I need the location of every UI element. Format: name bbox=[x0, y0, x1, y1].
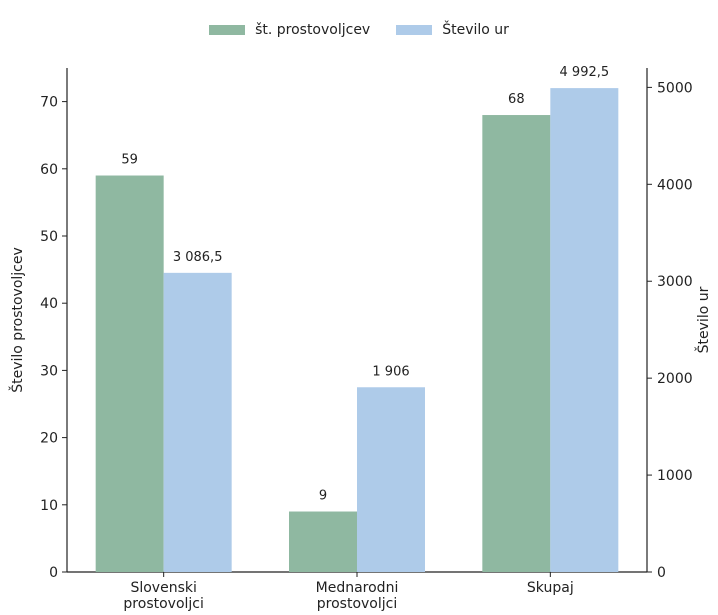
bar-volunteers bbox=[482, 115, 551, 572]
legend-label-volunteers: št. prostovoljcev bbox=[255, 22, 371, 38]
bar-hours bbox=[163, 272, 232, 572]
right-axis-title: Število ur bbox=[694, 286, 712, 353]
left-tick-label: 20 bbox=[40, 431, 58, 447]
x-tick-label: Mednarodni bbox=[316, 580, 399, 596]
right-tick-label: 2000 bbox=[657, 371, 693, 387]
data-label-hours: 3 086,5 bbox=[173, 250, 223, 265]
left-tick-label: 50 bbox=[40, 229, 58, 245]
bar-hours bbox=[357, 387, 425, 572]
data-label-hours: 4 992,5 bbox=[560, 65, 610, 80]
left-axis-title: Število prostovoljcev bbox=[8, 247, 26, 393]
bar-volunteers bbox=[289, 511, 357, 572]
bar-hours bbox=[550, 88, 619, 572]
data-label-hours: 1 906 bbox=[372, 364, 409, 379]
x-tick-label: Slovenski bbox=[130, 580, 196, 596]
legend-item-hours: Število ur bbox=[396, 22, 509, 38]
legend: št. prostovoljcev Število ur bbox=[0, 18, 718, 42]
legend-swatch-volunteers bbox=[209, 25, 246, 35]
x-tick-label: prostovoljci bbox=[317, 596, 397, 612]
bar-volunteers bbox=[95, 175, 164, 572]
legend-swatch-hours bbox=[396, 25, 433, 35]
left-tick-label: 10 bbox=[40, 498, 58, 514]
data-label-volunteers: 68 bbox=[508, 92, 525, 107]
left-tick-label: 30 bbox=[40, 363, 58, 379]
legend-item-volunteers: št. prostovoljcev bbox=[209, 22, 370, 38]
left-tick-label: 40 bbox=[40, 296, 58, 312]
right-tick-label: 0 bbox=[657, 565, 666, 581]
left-tick-label: 60 bbox=[40, 162, 58, 178]
x-tick-label: prostovoljci bbox=[123, 596, 203, 612]
right-tick-label: 1000 bbox=[657, 468, 693, 484]
x-tick-label: Skupaj bbox=[527, 580, 574, 596]
left-tick-label: 70 bbox=[40, 95, 58, 111]
legend-label-hours: Število ur bbox=[442, 22, 509, 38]
data-label-volunteers: 9 bbox=[319, 489, 327, 504]
data-label-volunteers: 59 bbox=[121, 153, 138, 168]
left-tick-label: 0 bbox=[49, 565, 58, 581]
right-tick-label: 5000 bbox=[657, 80, 693, 96]
right-tick-label: 3000 bbox=[657, 274, 693, 290]
right-tick-label: 4000 bbox=[657, 177, 693, 193]
